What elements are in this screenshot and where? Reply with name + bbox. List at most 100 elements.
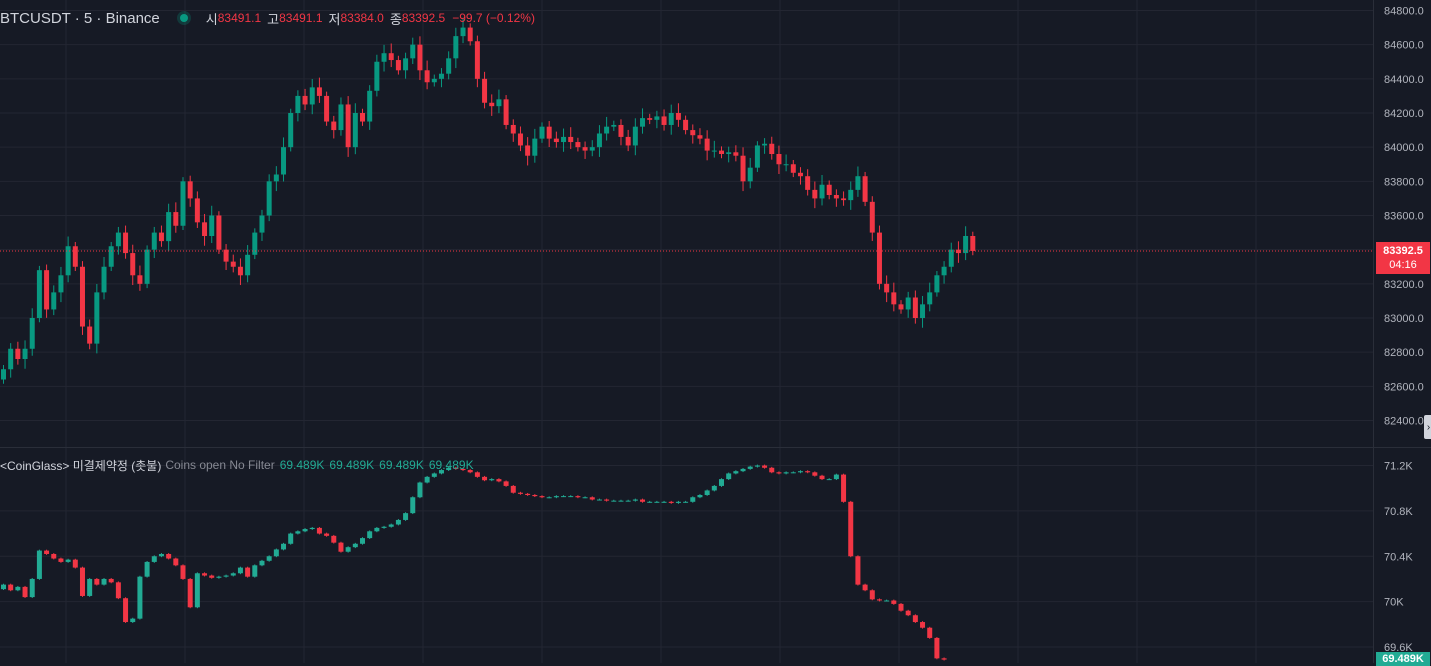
- candle: [754, 465, 760, 467]
- indicator-value: 69.489K: [379, 458, 424, 472]
- candle: [596, 133, 602, 148]
- candle: [94, 292, 100, 344]
- candle: [841, 198, 847, 201]
- candle: [726, 473, 732, 480]
- candle: [345, 104, 351, 148]
- candle: [237, 567, 243, 574]
- candle: [776, 154, 782, 165]
- candle: [625, 136, 631, 146]
- candle: [252, 232, 258, 255]
- candle: [345, 547, 351, 552]
- candle: [288, 533, 294, 544]
- candle: [15, 586, 21, 591]
- candle: [388, 53, 394, 61]
- candle: [776, 472, 782, 474]
- candle: [618, 124, 624, 137]
- candle: [905, 610, 911, 616]
- candle: [417, 482, 423, 498]
- candle: [668, 113, 674, 125]
- candle: [934, 637, 940, 659]
- candle: [166, 553, 172, 559]
- candle: [424, 476, 430, 483]
- candle: [805, 471, 811, 473]
- candle: [245, 567, 251, 577]
- price-axis-tick: 83200.0: [1384, 279, 1424, 291]
- candle: [223, 249, 229, 262]
- candle: [123, 232, 129, 254]
- change-value: −99.7 (−0.12%): [452, 11, 535, 25]
- candle: [517, 492, 523, 494]
- candle: [474, 472, 480, 477]
- candle: [568, 136, 574, 143]
- oi-axis-tick: 70K: [1384, 597, 1404, 609]
- candle: [790, 472, 796, 474]
- candle: [460, 27, 466, 37]
- candle: [281, 147, 287, 175]
- candle: [719, 150, 724, 154]
- candle: [884, 600, 890, 602]
- symbol-title[interactable]: BTCUSDT · 5 · Binance: [0, 9, 160, 27]
- candle: [101, 266, 107, 293]
- high-value: 83491.1: [279, 11, 323, 25]
- candle: [690, 130, 696, 136]
- candle: [769, 143, 775, 154]
- close-value: 83392.5: [401, 11, 446, 25]
- candle: [273, 549, 279, 557]
- indicator-name[interactable]: <CoinGlass> 미결제약정 (촛불): [0, 458, 162, 473]
- candle: [955, 249, 961, 254]
- collapse-arrow-icon[interactable]: ›: [1424, 415, 1431, 439]
- indicator-legend: <CoinGlass> 미결제약정 (촛불) Coins open No Fil…: [0, 457, 474, 473]
- candle: [812, 472, 818, 476]
- price-axis-tick: 84000.0: [1384, 142, 1424, 154]
- candle: [632, 499, 638, 501]
- candle: [482, 78, 488, 103]
- current-price-tag: 83392.5 04:16: [1376, 242, 1430, 274]
- candle: [963, 236, 969, 254]
- candle: [360, 538, 365, 544]
- candle: [898, 304, 904, 310]
- candle: [252, 565, 258, 577]
- indicator-value: 69.489K: [428, 458, 474, 472]
- candle: [374, 527, 380, 532]
- candle: [668, 501, 674, 503]
- candle: [510, 124, 516, 134]
- candle: [438, 470, 444, 474]
- candle: [783, 472, 789, 474]
- candle: [482, 476, 488, 481]
- candle: [611, 124, 617, 127]
- candle: [209, 575, 215, 578]
- candle: [489, 479, 495, 481]
- candle: [453, 467, 459, 469]
- candle: [790, 164, 796, 173]
- candle: [1, 369, 6, 380]
- candle: [87, 578, 93, 596]
- candle: [352, 543, 358, 548]
- candle: [101, 578, 107, 585]
- candle: [173, 558, 179, 566]
- candle: [941, 658, 947, 660]
- candle: [532, 494, 538, 497]
- candle: [79, 567, 85, 596]
- candle: [424, 70, 430, 83]
- candle: [489, 102, 495, 107]
- candle: [216, 215, 222, 250]
- candle: [604, 126, 610, 134]
- candle: [230, 261, 236, 267]
- candle: [754, 145, 760, 168]
- candle: [36, 270, 42, 318]
- price-axis-tick: 83000.0: [1384, 313, 1424, 325]
- candle: [575, 142, 581, 148]
- candle: [230, 573, 236, 576]
- candle: [833, 474, 839, 480]
- price-axis-tick: 84200.0: [1384, 108, 1424, 120]
- candle-countdown: 04:16: [1389, 259, 1417, 271]
- candle: [381, 53, 387, 62]
- candle: [876, 232, 882, 284]
- candle: [654, 116, 660, 120]
- candle: [876, 599, 882, 601]
- candle: [797, 172, 803, 177]
- candle: [144, 561, 150, 577]
- candle: [309, 527, 315, 530]
- market-status-icon[interactable]: [179, 14, 188, 22]
